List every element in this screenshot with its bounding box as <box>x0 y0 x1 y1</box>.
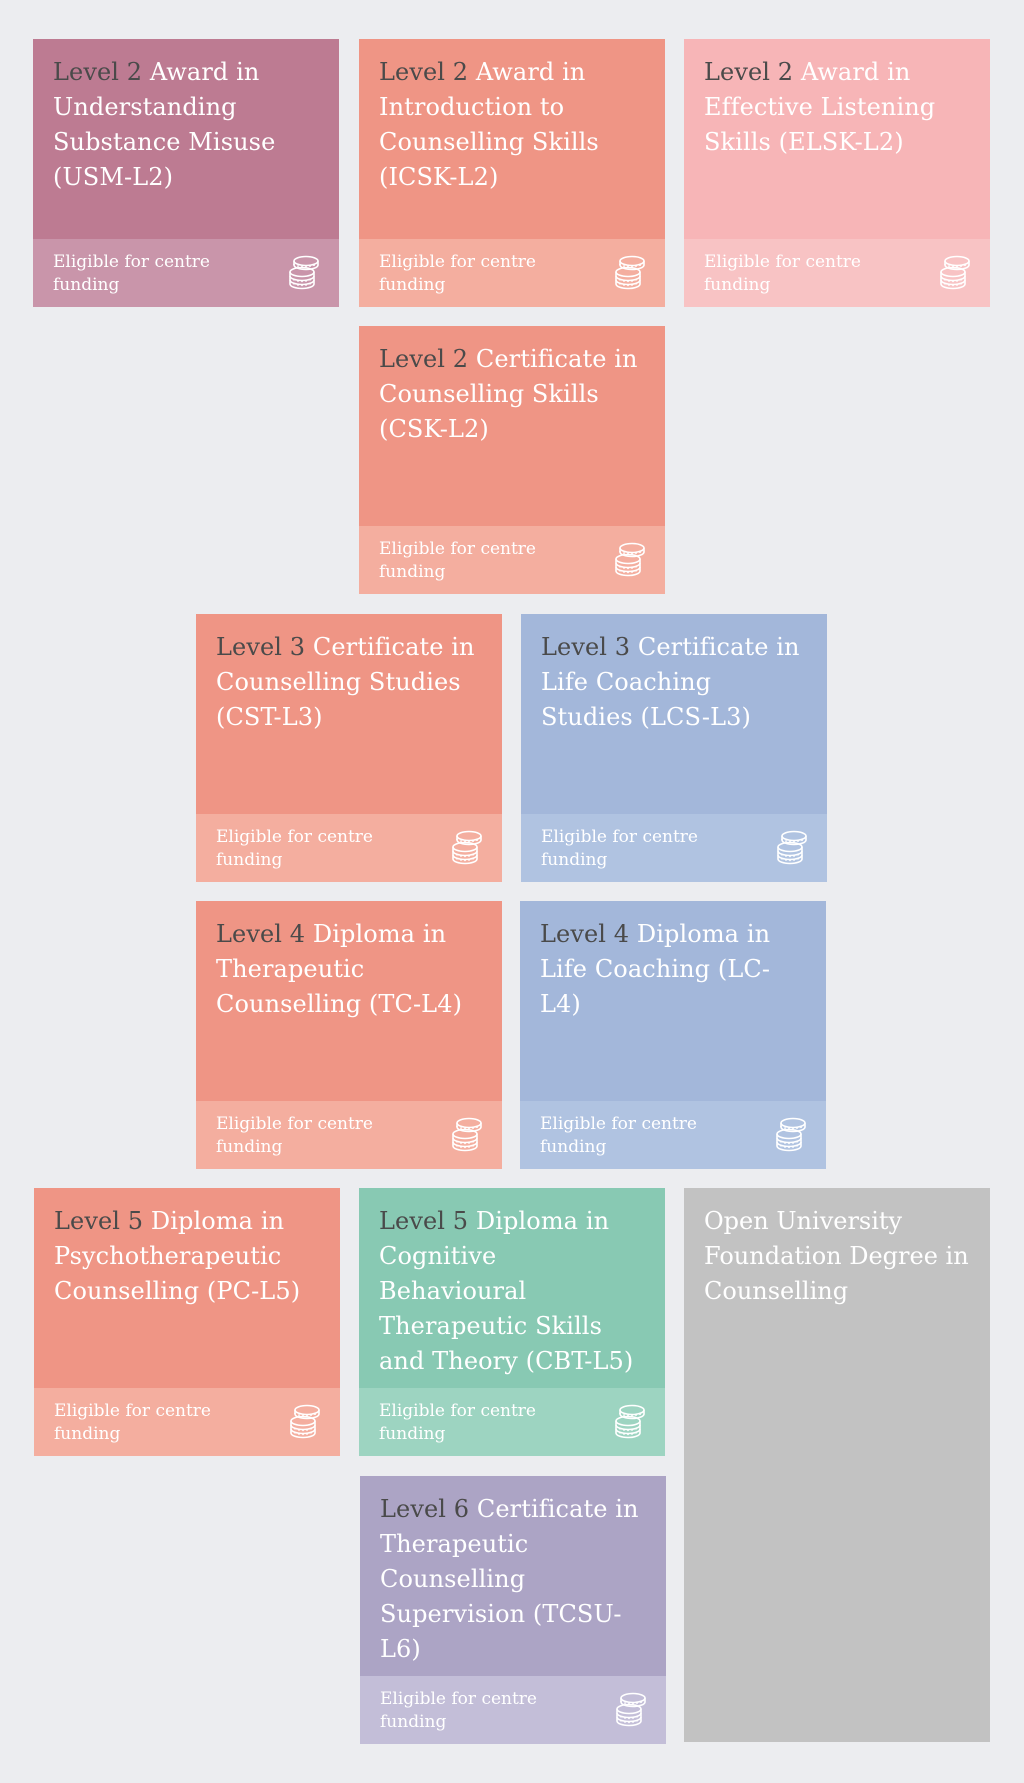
card-funding-strip: Eligible for centre funding <box>360 1676 666 1744</box>
card-title: Level 2 Award in Understanding Substance… <box>53 55 319 195</box>
card-title: Level 3 Certificate in Counselling Studi… <box>216 630 482 735</box>
card-qualification-name: Certificate in Counselling Studies (CST-… <box>216 633 475 731</box>
card-header: Level 2 Certificate in Counselling Skill… <box>359 326 665 526</box>
coins-stack-icon <box>940 255 970 290</box>
coins-stack-icon <box>615 1404 645 1439</box>
funding-label: Eligible for centre funding <box>379 539 536 582</box>
funding-label: Eligible for centre funding <box>379 252 536 295</box>
card-funding-strip: Eligible for centre funding <box>520 1101 826 1169</box>
card-header: Level 3 Certificate in Counselling Studi… <box>196 614 502 814</box>
card-qualification-name: Diploma in Psychotherapeutic Counselling… <box>54 1207 301 1305</box>
funding-label: Eligible for centre funding <box>216 1114 373 1157</box>
coins-stack-icon <box>452 830 482 865</box>
card-qualification-name: Diploma in Cognitive Behavioural Therape… <box>379 1207 634 1375</box>
card-level: Level 3 <box>216 633 306 661</box>
card-header: Level 6 Certificate in Therapeutic Couns… <box>360 1476 666 1676</box>
card-qualification-name: Award in Effective Listening Skills (ELS… <box>704 58 936 156</box>
card-header: Level 5 Diploma in Cognitive Behavioural… <box>359 1188 665 1388</box>
card-header: Level 2 Award in Effective Listening Ski… <box>684 39 990 239</box>
funding-label: Eligible for centre funding <box>53 252 210 295</box>
card-title: Level 2 Certificate in Counselling Skill… <box>379 342 645 447</box>
card-level: Level 5 <box>54 1207 144 1235</box>
qualification-card-elsk-l2[interactable]: Level 2 Award in Effective Listening Ski… <box>684 39 990 307</box>
coins-stack-icon <box>289 255 319 290</box>
card-title: Level 4 Diploma in Life Coaching (LC-L4) <box>540 917 806 1022</box>
qualification-card-icsk-l2[interactable]: Level 2 Award in Introduction to Counsel… <box>359 39 665 307</box>
card-funding-strip: Eligible for centre funding <box>34 1388 340 1456</box>
card-title: Level 2 Award in Effective Listening Ski… <box>704 55 970 160</box>
card-header: Level 3 Certificate in Life Coaching Stu… <box>521 614 827 814</box>
qualification-card-tc-l4[interactable]: Level 4 Diploma in Therapeutic Counselli… <box>196 901 502 1169</box>
coins-stack-icon <box>290 1404 320 1439</box>
card-title: Level 3 Certificate in Life Coaching Stu… <box>541 630 807 735</box>
card-funding-strip: Eligible for centre funding <box>521 814 827 882</box>
card-funding-strip: Eligible for centre funding <box>359 239 665 307</box>
coins-stack-icon <box>615 542 645 577</box>
card-header: Level 5 Diploma in Psychotherapeutic Cou… <box>34 1188 340 1388</box>
coins-stack-icon <box>615 255 645 290</box>
qualification-card-cbt-l5[interactable]: Level 5 Diploma in Cognitive Behavioural… <box>359 1188 665 1456</box>
funding-label: Eligible for centre funding <box>704 252 861 295</box>
card-level: Level 3 <box>541 633 631 661</box>
card-qualification-name: Certificate in Counselling Skills (CSK-L… <box>379 345 638 443</box>
qualification-card-csk-l2[interactable]: Level 2 Certificate in Counselling Skill… <box>359 326 665 594</box>
funding-label: Eligible for centre funding <box>540 1114 697 1157</box>
coins-stack-icon <box>776 1117 806 1152</box>
card-header: Level 2 Award in Understanding Substance… <box>33 39 339 239</box>
card-header: Level 4 Diploma in Therapeutic Counselli… <box>196 901 502 1101</box>
card-level: Level 5 <box>379 1207 469 1235</box>
qualification-card-lcs-l3[interactable]: Level 3 Certificate in Life Coaching Stu… <box>521 614 827 882</box>
card-title: Level 5 Diploma in Cognitive Behavioural… <box>379 1204 645 1379</box>
card-qualification-name: Award in Understanding Substance Misuse … <box>53 58 276 191</box>
card-qualification-name: Certificate in Therapeutic Counselling S… <box>380 1495 639 1663</box>
funding-label: Eligible for centre funding <box>216 827 373 870</box>
open-university-title: Open University Foundation Degree in Cou… <box>704 1207 969 1305</box>
qualification-card-cst-l3[interactable]: Level 3 Certificate in Counselling Studi… <box>196 614 502 882</box>
card-funding-strip: Eligible for centre funding <box>196 1101 502 1169</box>
card-title: Level 5 Diploma in Psychotherapeutic Cou… <box>54 1204 320 1309</box>
card-title: Level 6 Certificate in Therapeutic Couns… <box>380 1492 646 1667</box>
card-header: Level 4 Diploma in Life Coaching (LC-L4) <box>520 901 826 1101</box>
qualification-card-tcsu-l6[interactable]: Level 6 Certificate in Therapeutic Couns… <box>360 1476 666 1744</box>
card-level: Level 4 <box>540 920 630 948</box>
funding-label: Eligible for centre funding <box>541 827 698 870</box>
card-level: Level 2 <box>379 58 469 86</box>
card-header: Level 2 Award in Introduction to Counsel… <box>359 39 665 239</box>
card-title: Level 4 Diploma in Therapeutic Counselli… <box>216 917 482 1022</box>
card-funding-strip: Eligible for centre funding <box>684 239 990 307</box>
card-level: Level 4 <box>216 920 306 948</box>
coins-stack-icon <box>452 1117 482 1152</box>
card-qualification-name: Diploma in Therapeutic Counselling (TC-L… <box>216 920 463 1018</box>
card-qualification-name: Award in Introduction to Counselling Ski… <box>379 58 599 191</box>
card-qualification-name: Certificate in Life Coaching Studies (LC… <box>541 633 800 731</box>
funding-label: Eligible for centre funding <box>380 1689 537 1732</box>
card-level: Level 2 <box>53 58 143 86</box>
card-funding-strip: Eligible for centre funding <box>359 1388 665 1456</box>
open-university-card[interactable]: Open University Foundation Degree in Cou… <box>684 1188 990 1742</box>
card-qualification-name: Diploma in Life Coaching (LC-L4) <box>540 920 771 1018</box>
qualification-card-usm-l2[interactable]: Level 2 Award in Understanding Substance… <box>33 39 339 307</box>
qualification-card-lc-l4[interactable]: Level 4 Diploma in Life Coaching (LC-L4)… <box>520 901 826 1169</box>
card-level: Level 2 <box>379 345 469 373</box>
funding-label: Eligible for centre funding <box>54 1401 211 1444</box>
card-funding-strip: Eligible for centre funding <box>359 526 665 594</box>
card-level: Level 2 <box>704 58 794 86</box>
coins-stack-icon <box>777 830 807 865</box>
qualification-card-pc-l5[interactable]: Level 5 Diploma in Psychotherapeutic Cou… <box>34 1188 340 1456</box>
funding-label: Eligible for centre funding <box>379 1401 536 1444</box>
card-funding-strip: Eligible for centre funding <box>196 814 502 882</box>
coins-stack-icon <box>616 1692 646 1727</box>
card-title: Level 2 Award in Introduction to Counsel… <box>379 55 645 195</box>
card-funding-strip: Eligible for centre funding <box>33 239 339 307</box>
card-level: Level 6 <box>380 1495 470 1523</box>
